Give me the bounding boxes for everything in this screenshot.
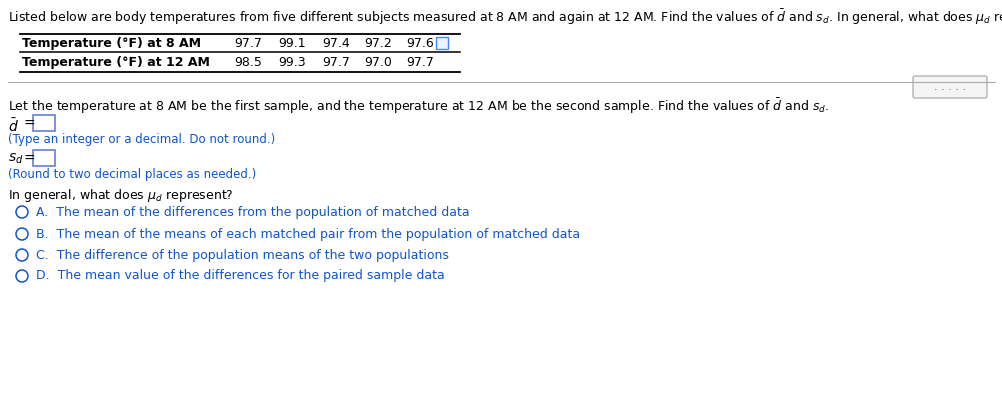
Text: 97.7: 97.7 bbox=[406, 56, 434, 68]
Text: 97.2: 97.2 bbox=[364, 37, 392, 49]
FancyBboxPatch shape bbox=[436, 37, 448, 49]
Text: In general, what does $\mu_d$ represent?: In general, what does $\mu_d$ represent? bbox=[8, 187, 233, 204]
Text: 99.1: 99.1 bbox=[278, 37, 306, 49]
FancyBboxPatch shape bbox=[912, 76, 986, 98]
Text: B.  The mean of the means of each matched pair from the population of matched da: B. The mean of the means of each matched… bbox=[36, 227, 579, 241]
Text: (Round to two decimal places as needed.): (Round to two decimal places as needed.) bbox=[8, 168, 256, 181]
Text: 97.6: 97.6 bbox=[406, 37, 434, 49]
Text: 97.4: 97.4 bbox=[322, 37, 350, 49]
Text: Temperature (°F) at 8 AM: Temperature (°F) at 8 AM bbox=[22, 37, 200, 49]
Text: Temperature (°F) at 12 AM: Temperature (°F) at 12 AM bbox=[22, 56, 209, 68]
Text: 97.7: 97.7 bbox=[233, 37, 262, 49]
Text: A.  The mean of the differences from the population of matched data: A. The mean of the differences from the … bbox=[36, 206, 469, 218]
FancyBboxPatch shape bbox=[33, 150, 55, 166]
Text: =: = bbox=[24, 117, 36, 131]
Text: 98.5: 98.5 bbox=[233, 56, 262, 68]
Text: $s_d$: $s_d$ bbox=[8, 152, 23, 166]
Text: C.  The difference of the population means of the two populations: C. The difference of the population mean… bbox=[36, 248, 449, 262]
Text: (Type an integer or a decimal. Do not round.): (Type an integer or a decimal. Do not ro… bbox=[8, 133, 275, 146]
Text: =: = bbox=[24, 152, 36, 166]
FancyBboxPatch shape bbox=[33, 115, 55, 131]
Text: . . . . .: . . . . . bbox=[933, 82, 965, 92]
Text: 99.3: 99.3 bbox=[278, 56, 306, 68]
Text: Let the temperature at 8 AM be the first sample, and the temperature at 12 AM be: Let the temperature at 8 AM be the first… bbox=[8, 96, 829, 115]
Text: Listed below are body temperatures from five different subjects measured at 8 AM: Listed below are body temperatures from … bbox=[8, 7, 1002, 26]
Text: 97.7: 97.7 bbox=[322, 56, 350, 68]
Text: D.  The mean value of the differences for the paired sample data: D. The mean value of the differences for… bbox=[36, 269, 444, 283]
Text: $\bar{d}$: $\bar{d}$ bbox=[8, 117, 19, 135]
Text: 97.0: 97.0 bbox=[364, 56, 392, 68]
